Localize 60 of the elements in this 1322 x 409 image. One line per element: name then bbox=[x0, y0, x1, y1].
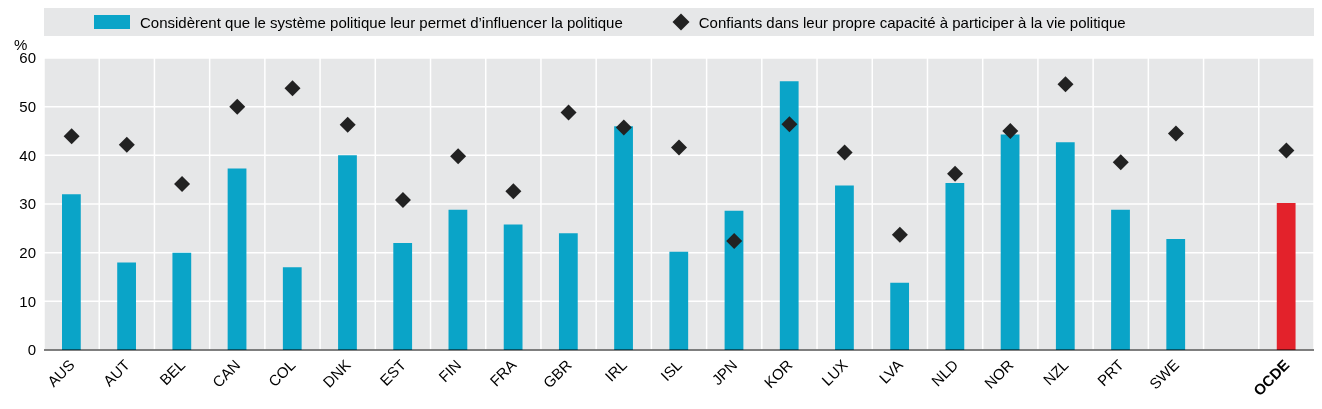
bar bbox=[1000, 134, 1020, 350]
point bbox=[1167, 125, 1184, 142]
point bbox=[781, 116, 798, 133]
point bbox=[947, 165, 964, 182]
point bbox=[174, 176, 191, 193]
bar bbox=[503, 224, 523, 350]
bar bbox=[669, 251, 689, 350]
y-tick-label: 40 bbox=[19, 146, 36, 164]
point bbox=[118, 136, 135, 153]
point bbox=[63, 128, 80, 145]
legend-label: Considèrent que le système politique leur permet d’influencer la politique bbox=[139, 13, 623, 31]
point bbox=[1112, 154, 1129, 171]
bar bbox=[890, 282, 910, 350]
y-tick-label: 0 bbox=[27, 341, 36, 359]
bar bbox=[338, 155, 357, 350]
bar bbox=[1111, 209, 1130, 350]
bar bbox=[393, 242, 413, 350]
bar bbox=[1276, 203, 1296, 350]
y-tick-label: 50 bbox=[19, 97, 36, 115]
bar bbox=[227, 168, 247, 350]
point bbox=[450, 148, 467, 165]
y-tick-label: 30 bbox=[19, 195, 36, 213]
point bbox=[394, 192, 411, 209]
bar bbox=[117, 262, 136, 350]
bar bbox=[1166, 239, 1186, 350]
bar bbox=[724, 210, 744, 350]
bar bbox=[1055, 142, 1075, 350]
point bbox=[615, 119, 632, 136]
bar bbox=[172, 252, 192, 350]
point bbox=[229, 98, 246, 115]
bar bbox=[448, 209, 468, 350]
point bbox=[560, 104, 577, 121]
point bbox=[339, 116, 356, 133]
y-tick-label: 20 bbox=[19, 243, 36, 261]
point bbox=[836, 144, 853, 161]
legend-label: Confiants dans leur propre capacité à participer à la vie politique bbox=[697, 13, 1126, 31]
bar bbox=[614, 126, 633, 350]
x-tick-label: JPN bbox=[708, 356, 741, 389]
point bbox=[1278, 142, 1295, 159]
x-tick-label: COL bbox=[264, 356, 299, 390]
x-tick-label: LVA bbox=[875, 356, 906, 387]
bar bbox=[945, 183, 965, 350]
point bbox=[726, 232, 743, 249]
x-tick-label: FIN bbox=[435, 356, 465, 386]
bar bbox=[835, 185, 854, 350]
bar bbox=[558, 233, 578, 350]
point bbox=[671, 139, 687, 156]
bar bbox=[779, 81, 799, 350]
x-tick-label: NZL bbox=[1039, 356, 1072, 389]
point bbox=[284, 80, 301, 97]
point bbox=[1057, 76, 1074, 93]
bar bbox=[62, 194, 81, 350]
point bbox=[1002, 123, 1019, 139]
x-tick-label: IRL bbox=[601, 356, 630, 385]
y-tick-label: 10 bbox=[19, 292, 36, 310]
point bbox=[505, 183, 522, 200]
point bbox=[891, 226, 908, 243]
x-tick-label: BEL bbox=[156, 356, 189, 389]
bar bbox=[282, 267, 302, 350]
x-tick-label: ISL bbox=[657, 356, 686, 385]
